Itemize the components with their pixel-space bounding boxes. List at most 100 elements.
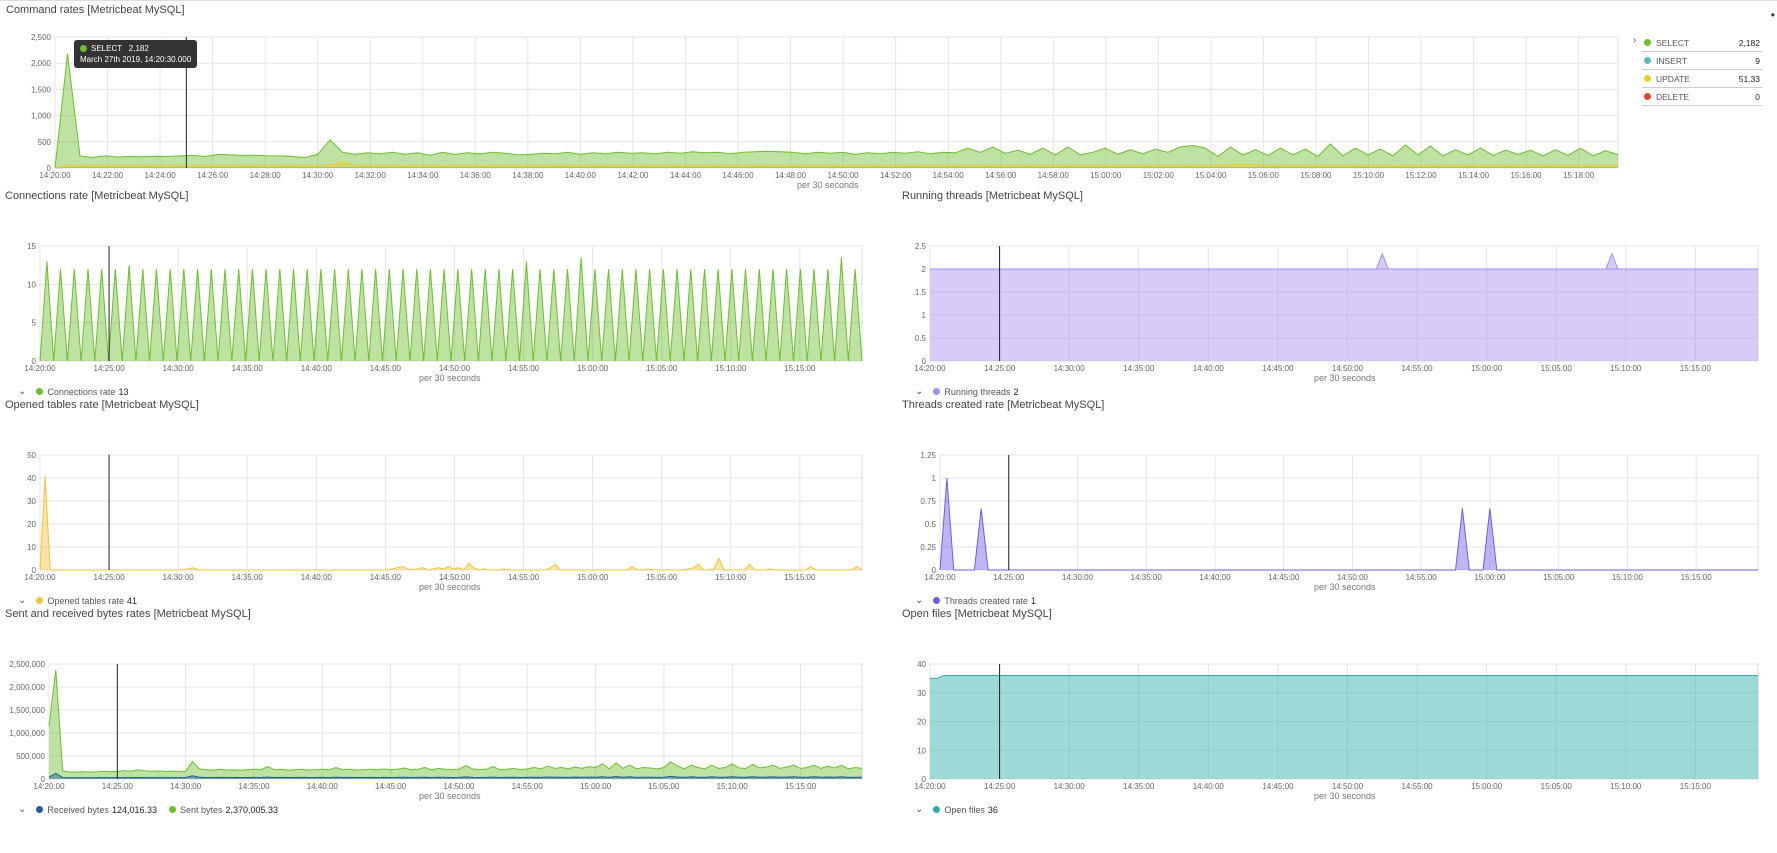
y-tick-label: 1,500 <box>31 85 52 94</box>
x-tick-label: 14:24:00 <box>145 171 177 180</box>
x-tick-label: 15:18:00 <box>1563 171 1595 180</box>
y-tick-label: 1.25 <box>920 451 936 460</box>
x-tick-label: 15:15:00 <box>784 364 816 373</box>
legend-value: 9 <box>1755 55 1760 66</box>
x-tick-label: 15:15:00 <box>1681 573 1713 582</box>
x-tick-label: 14:55:00 <box>512 782 544 791</box>
chevron-down-icon[interactable]: ⌄ <box>18 386 27 397</box>
legend-item-update[interactable]: UPDATE 51.33 <box>1642 70 1762 88</box>
y-tick-label: 50 <box>27 451 36 460</box>
y-tick-label: 0.5 <box>915 334 927 343</box>
x-tick-label: 15:10:00 <box>715 573 747 582</box>
x-tick-label: 14:55:00 <box>1401 782 1433 791</box>
x-tick-label: 15:05:00 <box>1543 573 1575 582</box>
series-dot <box>933 806 941 813</box>
legend-value: 0 <box>1755 91 1760 102</box>
series-line-connections-rate <box>39 257 863 362</box>
legend-item[interactable]: Sent bytes 2,370,005.33 <box>168 804 279 815</box>
tooltip-dot <box>80 45 87 52</box>
corner-indicator: • <box>1770 8 1775 22</box>
legend-item[interactable]: Open files 36 <box>933 805 998 815</box>
x-tick-label: 14:50:00 <box>827 171 859 180</box>
x-tick-label: 14:25:00 <box>984 782 1016 791</box>
x-tick-label: 14:20:00 <box>914 782 946 791</box>
x-tick-label: 14:45:00 <box>375 782 407 791</box>
legend-item[interactable]: Threads created rate 1 <box>933 596 1036 606</box>
legend-label: UPDATE <box>1656 73 1690 84</box>
x-tick-label: 15:15:00 <box>784 573 816 582</box>
tooltip: SELECT 2,182 March 27th 2019, 14:20:30.0… <box>74 40 198 68</box>
x-tick-label: 15:00:00 <box>1471 782 1503 791</box>
x-tick-label: 15:00:00 <box>1471 364 1503 373</box>
y-tick-label: 20 <box>27 520 36 529</box>
x-tick-label: 14:25:00 <box>94 364 126 373</box>
plot-frame <box>48 663 863 780</box>
x-tick-label: 14:45:00 <box>1268 573 1300 582</box>
x-tick-label: 14:20:00 <box>24 364 56 373</box>
x-tick-label: 14:40:00 <box>565 171 597 180</box>
legend-item-delete[interactable]: DELETE 0 <box>1642 88 1762 106</box>
legend-value: 2,370,005.33 <box>225 804 279 815</box>
y-tick-label: 2 <box>922 265 927 274</box>
legend-item[interactable]: Received bytes 124,016.33 <box>36 805 157 815</box>
chevron-down-icon[interactable]: ⌄ <box>18 595 27 606</box>
chevron-down-icon[interactable]: ⌄ <box>18 804 27 815</box>
chevron-down-icon[interactable]: ⌄ <box>915 386 924 397</box>
legend-item[interactable]: Opened tables rate 41 <box>36 596 137 606</box>
x-tick-label: 14:50:00 <box>443 782 475 791</box>
x-tick-label: 14:30:00 <box>1054 782 1086 791</box>
x-tick-label: 15:10:00 <box>1353 171 1385 180</box>
legend-value: 2 <box>1013 386 1019 397</box>
x-tick-label: 14:40:00 <box>1193 364 1225 373</box>
y-tick-label: 500,000 <box>16 752 45 761</box>
x-tick-label: 15:00:00 <box>580 782 612 791</box>
x-tick-label: 14:50:00 <box>1337 573 1369 582</box>
series-dot <box>1644 93 1651 100</box>
panel-title-threads-created: Threads created rate [Metricbeat MySQL] <box>902 399 1105 411</box>
chevron-down-icon[interactable]: ⌄ <box>915 595 924 606</box>
x-axis-label: per 30 seconds <box>419 373 481 383</box>
x-tick-label: 15:10:00 <box>1610 364 1642 373</box>
x-tick-label: 14:30:00 <box>1062 573 1094 582</box>
legend-label: Running threads <box>944 386 1011 397</box>
panel-command-rates: Command rates [Metricbeat MySQL] <box>6 4 1771 194</box>
legend-item-insert[interactable]: INSERT 9 <box>1642 52 1762 70</box>
legend-label: Opened tables rate <box>47 595 124 606</box>
x-tick-label: 14:25:00 <box>993 573 1025 582</box>
x-tick-label: 14:45:00 <box>370 573 402 582</box>
legend-item[interactable]: Running threads 2 <box>933 387 1018 397</box>
x-tick-label: 14:50:00 <box>439 573 471 582</box>
chevron-down-icon[interactable]: ⌄ <box>915 804 924 815</box>
legend-bytes: ⌄ Received bytes 124,016.33 Sent bytes 2,3… <box>18 804 290 815</box>
x-tick-label: 14:35:00 <box>232 364 264 373</box>
x-tick-label: 15:12:00 <box>1405 171 1437 180</box>
legend-value: 36 <box>987 804 998 815</box>
x-tick-label: 14:35:00 <box>1123 782 1155 791</box>
x-tick-label: 14:45:00 <box>370 364 402 373</box>
x-tick-label: 14:42:00 <box>617 171 649 180</box>
x-tick-label: 14:35:00 <box>232 573 264 582</box>
x-tick-label: 15:05:00 <box>646 573 678 582</box>
x-tick-label: 14:58:00 <box>1038 171 1070 180</box>
y-tick-label: 1 <box>922 311 927 320</box>
x-tick-label: 14:35:00 <box>1131 573 1163 582</box>
legend-item-select[interactable]: SELECT 2,182 <box>1642 34 1762 52</box>
x-tick-label: 14:28:00 <box>250 171 282 180</box>
x-tick-label: 14:30:00 <box>1054 364 1086 373</box>
x-tick-label: 15:15:00 <box>1680 782 1712 791</box>
x-tick-label: 15:05:00 <box>1541 782 1573 791</box>
series-dot <box>168 806 176 813</box>
x-tick-label: 14:44:00 <box>670 171 702 180</box>
y-tick-label: 10 <box>917 746 926 755</box>
chevron-right-icon[interactable]: › <box>1633 35 1637 46</box>
series-line-opened-tables-rate <box>39 475 863 571</box>
y-tick-label: 0 <box>32 566 37 575</box>
x-tick-label: 15:10:00 <box>1612 573 1644 582</box>
chart-cmd: 0 500 1,000 1,500 2,000 2,500 14:20:00 14:22:00… <box>31 33 1619 180</box>
legend-connections: ⌄ Connections rate 13 <box>18 386 140 397</box>
chart-conn: 0 5 10 15 14:20:00 14:25:00 14:30:00 14:35:00 14… <box>24 242 863 373</box>
legend-item[interactable]: Connections rate 13 <box>36 387 128 397</box>
series-dot <box>1644 75 1651 82</box>
spike-mark <box>1375 252 1390 270</box>
